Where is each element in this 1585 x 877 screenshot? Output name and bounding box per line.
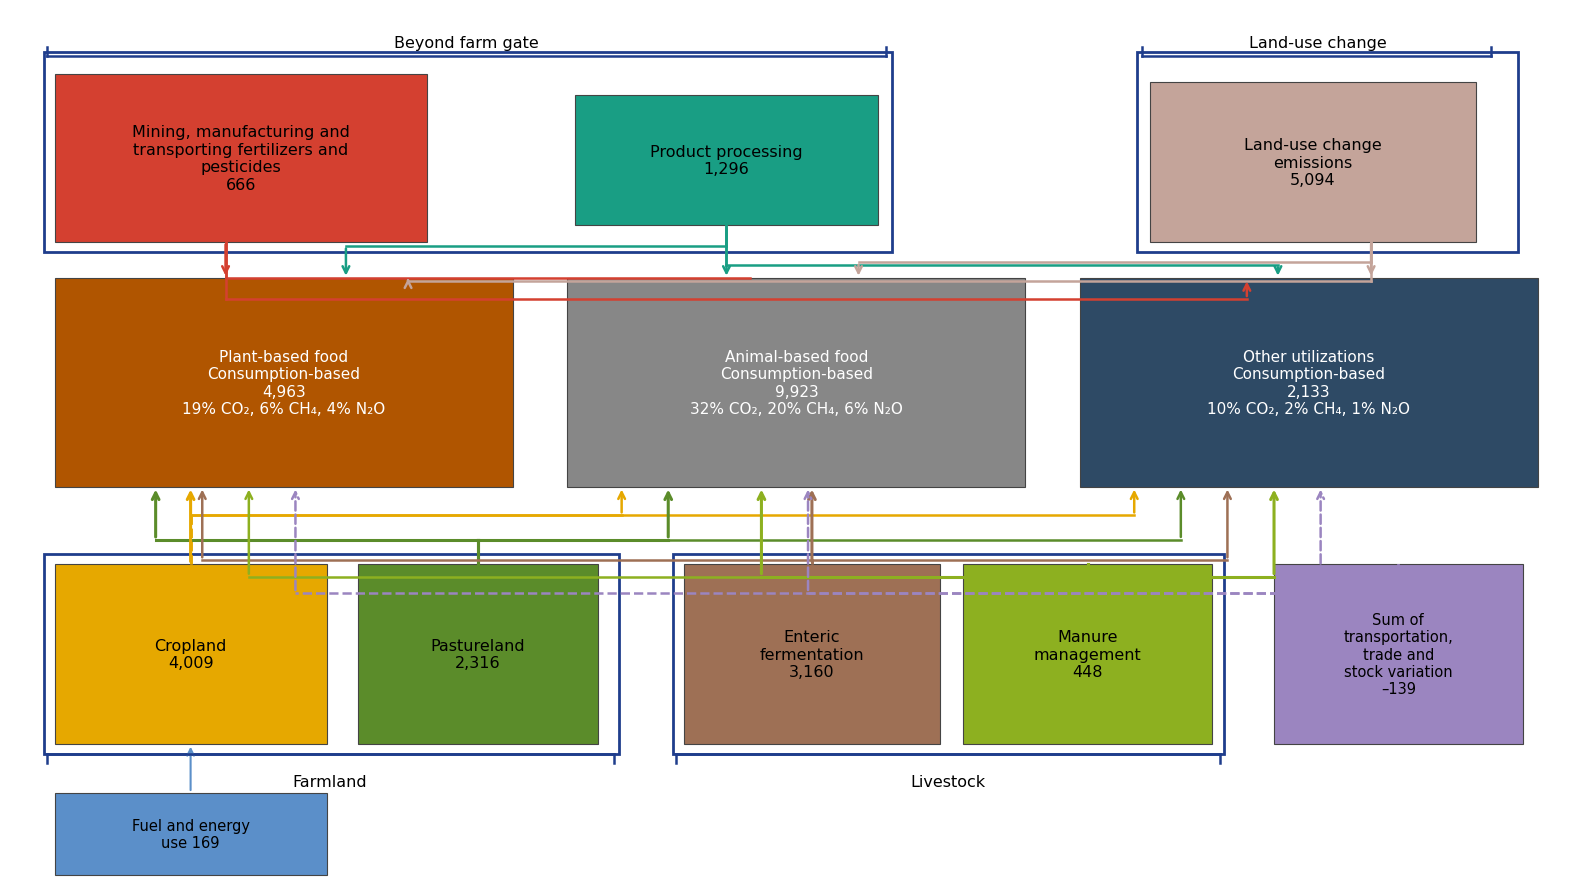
Text: Enteric
fermentation
3,160: Enteric fermentation 3,160 bbox=[759, 630, 864, 679]
Text: Animal-based food
Consumption-based
9,923
32% CO₂, 20% CH₄, 6% N₂O: Animal-based food Consumption-based 9,92… bbox=[689, 350, 903, 417]
FancyBboxPatch shape bbox=[1079, 279, 1537, 487]
FancyBboxPatch shape bbox=[683, 565, 940, 744]
FancyBboxPatch shape bbox=[55, 279, 514, 487]
Text: Product processing
1,296: Product processing 1,296 bbox=[650, 145, 802, 177]
FancyBboxPatch shape bbox=[55, 75, 428, 242]
Text: Sum of
transportation,
trade and
stock variation
–139: Sum of transportation, trade and stock v… bbox=[1344, 612, 1453, 696]
Text: Land-use change
emissions
5,094: Land-use change emissions 5,094 bbox=[1244, 138, 1382, 188]
Text: Livestock: Livestock bbox=[910, 774, 986, 789]
Text: Beyond farm gate: Beyond farm gate bbox=[395, 36, 539, 51]
FancyBboxPatch shape bbox=[964, 565, 1213, 744]
Text: Land-use change: Land-use change bbox=[1249, 36, 1387, 51]
Text: Plant-based food
Consumption-based
4,963
19% CO₂, 6% CH₄, 4% N₂O: Plant-based food Consumption-based 4,963… bbox=[182, 350, 385, 417]
Text: Farmland: Farmland bbox=[292, 774, 368, 789]
Text: Pastureland
2,316: Pastureland 2,316 bbox=[431, 638, 525, 671]
Text: Fuel and energy
use 169: Fuel and energy use 169 bbox=[132, 817, 249, 850]
Text: Other utilizations
Consumption-based
2,133
10% CO₂, 2% CH₄, 1% N₂O: Other utilizations Consumption-based 2,1… bbox=[1208, 350, 1411, 417]
FancyBboxPatch shape bbox=[575, 96, 878, 226]
FancyBboxPatch shape bbox=[55, 565, 327, 744]
FancyBboxPatch shape bbox=[1274, 565, 1523, 744]
FancyBboxPatch shape bbox=[55, 793, 327, 874]
Text: Manure
management
448: Manure management 448 bbox=[1033, 630, 1141, 679]
Text: Mining, manufacturing and
transporting fertilizers and
pesticides
666: Mining, manufacturing and transporting f… bbox=[132, 125, 350, 192]
FancyBboxPatch shape bbox=[358, 565, 599, 744]
FancyBboxPatch shape bbox=[1149, 83, 1476, 242]
FancyBboxPatch shape bbox=[567, 279, 1025, 487]
Text: Cropland
4,009: Cropland 4,009 bbox=[154, 638, 227, 671]
